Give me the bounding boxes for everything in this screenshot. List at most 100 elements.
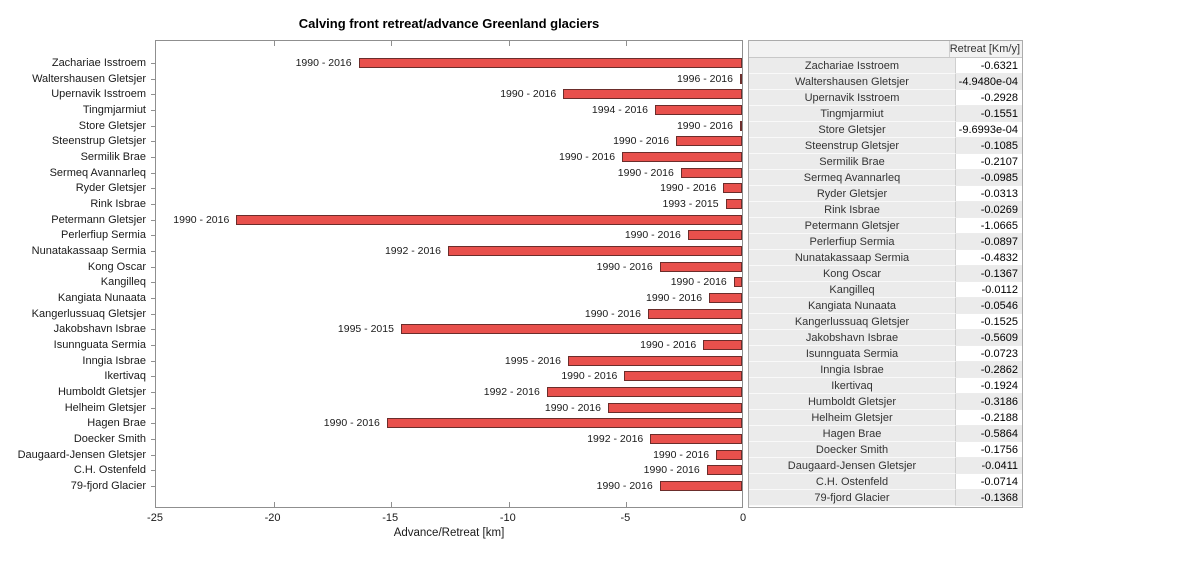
table-row[interactable]: Sermilik Brae -0.2107 xyxy=(749,154,1022,170)
table-row[interactable]: Humboldt Gletsjer -0.3186 xyxy=(749,394,1022,410)
table-cell-glacier[interactable]: Doecker Smith xyxy=(749,442,956,458)
table-cell-retreat[interactable]: -0.1525 xyxy=(956,314,1022,330)
table-cell-retreat[interactable]: -0.0546 xyxy=(956,298,1022,314)
table-cell-retreat[interactable]: -0.0269 xyxy=(956,202,1022,218)
table-cell-glacier[interactable]: Store Gletsjer xyxy=(749,122,956,138)
table-row[interactable]: Kong Oscar -0.1367 xyxy=(749,266,1022,282)
glacier-bar-row: Daugaard-Jensen Gletsjer 1990 - 2016 xyxy=(18,447,742,463)
table-row[interactable]: Ikertivaq -0.1924 xyxy=(749,378,1022,394)
table-row[interactable]: Store Gletsjer -9.6993e-04 xyxy=(749,122,1022,138)
table-cell-glacier[interactable]: Perlerfiup Sermia xyxy=(749,234,956,250)
table-cell-retreat[interactable]: -0.0411 xyxy=(956,458,1022,474)
table-cell-retreat[interactable]: -0.0985 xyxy=(956,170,1022,186)
table-row[interactable]: Perlerfiup Sermia -0.0897 xyxy=(749,234,1022,250)
table-cell-glacier[interactable]: Kangilleq xyxy=(749,282,956,298)
retreat-bar xyxy=(740,120,742,131)
table-row[interactable]: Helheim Gletsjer -0.2188 xyxy=(749,410,1022,426)
y-axis-tick xyxy=(151,109,156,111)
table-cell-retreat[interactable]: -0.0897 xyxy=(956,234,1022,250)
table-row[interactable]: Isunnguata Sermia -0.0723 xyxy=(749,346,1022,362)
table-cell-retreat[interactable]: -0.1551 xyxy=(956,106,1022,122)
table-cell-retreat[interactable]: -0.1367 xyxy=(956,266,1022,282)
table-cell-retreat[interactable]: -0.1368 xyxy=(956,490,1022,506)
x-tick-mark xyxy=(508,41,510,46)
table-cell-retreat[interactable]: -0.1924 xyxy=(956,378,1022,394)
table-cell-retreat[interactable]: -0.6321 xyxy=(956,58,1022,74)
table-row[interactable]: Kangiata Nunaata -0.0546 xyxy=(749,298,1022,314)
table-row[interactable]: Ryder Gletsjer -0.0313 xyxy=(749,186,1022,202)
retreat-bar xyxy=(650,433,742,444)
table-row[interactable]: Doecker Smith -0.1756 xyxy=(749,442,1022,458)
table-cell-retreat[interactable]: -0.0313 xyxy=(956,186,1022,202)
table-cell-glacier[interactable]: Isunnguata Sermia xyxy=(749,346,956,362)
table-cell-glacier[interactable]: Steenstrup Gletsjer xyxy=(749,138,956,154)
table-row[interactable]: 79-fjord Glacier -0.1368 xyxy=(749,490,1022,506)
bar-rows-container: Zachariae Isstroem 1990 - 2016 Waltersha… xyxy=(18,55,742,494)
table-cell-retreat[interactable]: -0.2928 xyxy=(956,90,1022,106)
table-cell-retreat[interactable]: -0.2862 xyxy=(956,362,1022,378)
x-tick-label: 0 xyxy=(739,512,747,524)
retreat-bar xyxy=(687,230,742,241)
table-row[interactable]: Petermann Gletsjer -1.0665 xyxy=(749,218,1022,234)
table-row[interactable]: Inngia Isbrae -0.2862 xyxy=(749,362,1022,378)
table-row[interactable]: Hagen Brae -0.5864 xyxy=(749,426,1022,442)
table-row[interactable]: Nunatakassaap Sermia -0.4832 xyxy=(749,250,1022,266)
table-cell-retreat[interactable]: -0.0112 xyxy=(956,282,1022,298)
y-axis-tick xyxy=(151,125,156,127)
table-row[interactable]: Kangilleq -0.0112 xyxy=(749,282,1022,298)
table-cell-glacier[interactable]: Kangiata Nunaata xyxy=(749,298,956,314)
table-cell-glacier[interactable]: Inngia Isbrae xyxy=(749,362,956,378)
table-cell-retreat[interactable]: -0.3186 xyxy=(956,394,1022,410)
table-cell-retreat[interactable]: -0.1085 xyxy=(956,138,1022,154)
table-row[interactable]: Waltershausen Gletsjer -4.9480e-04 xyxy=(749,74,1022,90)
table-cell-glacier[interactable]: Tingmjarmiut xyxy=(749,106,956,122)
table-cell-glacier[interactable]: Rink Isbrae xyxy=(749,202,956,218)
table-row[interactable]: C.H. Ostenfeld -0.0714 xyxy=(749,474,1022,490)
table-cell-retreat[interactable]: -0.0723 xyxy=(956,346,1022,362)
table-cell-glacier[interactable]: Petermann Gletsjer xyxy=(749,218,956,234)
table-cell-glacier[interactable]: Jakobshavn Isbrae xyxy=(749,330,956,346)
retreat-bar xyxy=(647,308,742,319)
table-row[interactable]: Steenstrup Gletsjer -0.1085 xyxy=(749,138,1022,154)
table-cell-retreat[interactable]: -0.1756 xyxy=(956,442,1022,458)
period-label: 1990 - 2016 xyxy=(670,276,727,289)
table-cell-glacier[interactable]: Sermeq Avannarleq xyxy=(749,170,956,186)
period-label: 1990 - 2016 xyxy=(624,229,681,242)
table-cell-glacier[interactable]: Waltershausen Gletsjer xyxy=(749,74,956,90)
table-cell-glacier[interactable]: Ryder Gletsjer xyxy=(749,186,956,202)
table-cell-retreat[interactable]: -9.6993e-04 xyxy=(956,122,1022,138)
glacier-axis-label: Kangerlussuaq Gletsjer xyxy=(31,307,146,320)
table-cell-glacier[interactable]: Ikertivaq xyxy=(749,378,956,394)
table-cell-glacier[interactable]: Upernavik Isstroem xyxy=(749,90,956,106)
table-row[interactable]: Upernavik Isstroem -0.2928 xyxy=(749,90,1022,106)
table-cell-retreat[interactable]: -1.0665 xyxy=(956,218,1022,234)
table-row[interactable]: Sermeq Avannarleq -0.0985 xyxy=(749,170,1022,186)
table-cell-glacier[interactable]: Kong Oscar xyxy=(749,266,956,282)
table-cell-retreat[interactable]: -0.0714 xyxy=(956,474,1022,490)
table-cell-glacier[interactable]: Helheim Gletsjer xyxy=(749,410,956,426)
table-row[interactable]: Daugaard-Jensen Gletsjer -0.0411 xyxy=(749,458,1022,474)
table-cell-glacier[interactable]: 79-fjord Glacier xyxy=(749,490,956,506)
table-row[interactable]: Zachariae Isstroem -0.6321 xyxy=(749,58,1022,74)
period-label: 1990 - 2016 xyxy=(643,464,700,477)
table-cell-glacier[interactable]: Hagen Brae xyxy=(749,426,956,442)
glacier-axis-label: Isunnguata Sermia xyxy=(53,338,146,351)
table-cell-retreat[interactable]: -0.4832 xyxy=(956,250,1022,266)
table-cell-glacier[interactable]: Nunatakassaap Sermia xyxy=(749,250,956,266)
table-cell-retreat[interactable]: -0.5864 xyxy=(956,426,1022,442)
table-row[interactable]: Kangerlussuaq Gletsjer -0.1525 xyxy=(749,314,1022,330)
table-row[interactable]: Jakobshavn Isbrae -0.5609 xyxy=(749,330,1022,346)
table-cell-retreat[interactable]: -4.9480e-04 xyxy=(956,74,1022,90)
table-cell-glacier[interactable]: Daugaard-Jensen Gletsjer xyxy=(749,458,956,474)
table-cell-glacier[interactable]: Sermilik Brae xyxy=(749,154,956,170)
table-cell-retreat[interactable]: -0.2107 xyxy=(956,154,1022,170)
table-cell-glacier[interactable]: Kangerlussuaq Gletsjer xyxy=(749,314,956,330)
table-cell-glacier[interactable]: Zachariae Isstroem xyxy=(749,58,956,74)
table-row[interactable]: Tingmjarmiut -0.1551 xyxy=(749,106,1022,122)
table-cell-glacier[interactable]: C.H. Ostenfeld xyxy=(749,474,956,490)
table-cell-glacier[interactable]: Humboldt Gletsjer xyxy=(749,394,956,410)
retreat-bar xyxy=(386,418,742,429)
table-row[interactable]: Rink Isbrae -0.0269 xyxy=(749,202,1022,218)
table-cell-retreat[interactable]: -0.5609 xyxy=(956,330,1022,346)
table-cell-retreat[interactable]: -0.2188 xyxy=(956,410,1022,426)
